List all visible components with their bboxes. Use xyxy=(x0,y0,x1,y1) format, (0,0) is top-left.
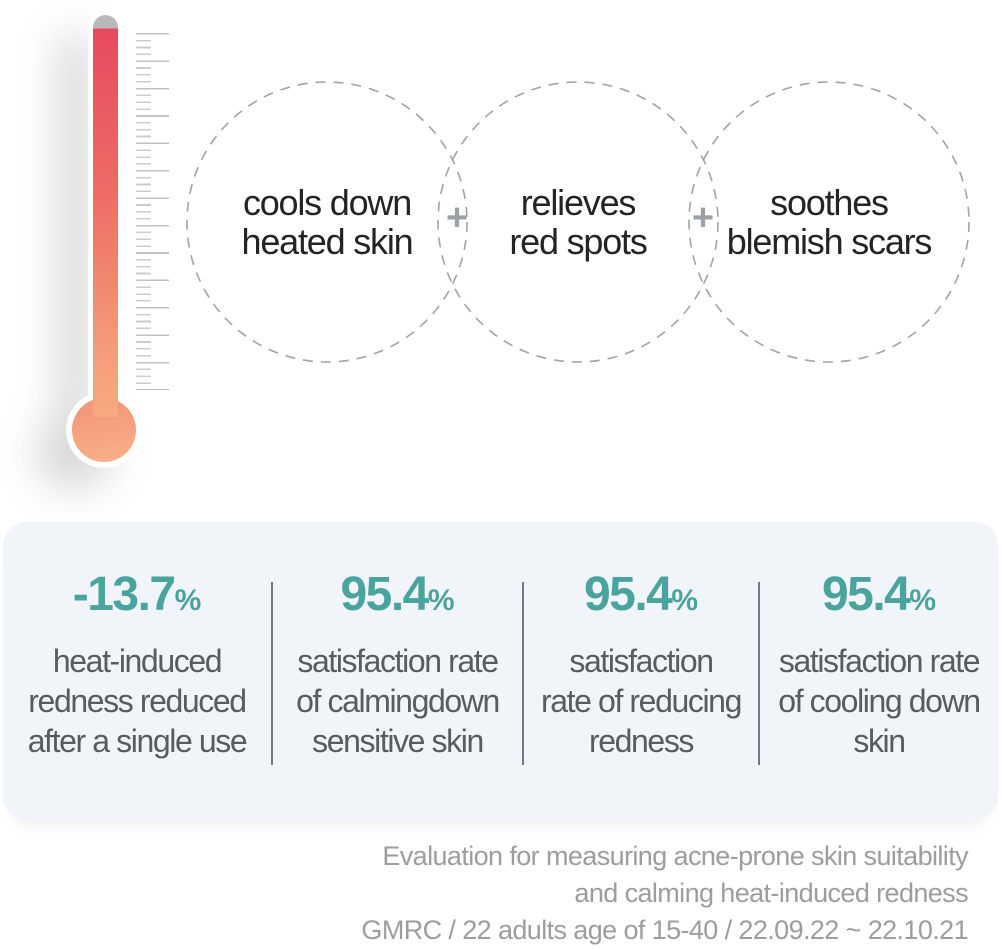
thermometer-scale-ruler xyxy=(136,33,169,390)
divider xyxy=(522,582,524,765)
stat-description: heat-induced redness reduced after a sin… xyxy=(3,641,271,761)
study-footnote: Evaluation for measuring acne-prone skin… xyxy=(361,838,968,949)
benefit-line: red spots xyxy=(509,221,647,262)
plus-separator-2: + xyxy=(691,196,715,239)
stat-desc-line: redness xyxy=(588,723,694,759)
benefit-line: relieves xyxy=(520,182,637,223)
stat-desc-line: skin xyxy=(853,723,906,759)
stat-column-cooling-satisfaction: 95.4% satisfaction rate of cooling down … xyxy=(760,522,998,761)
benefit-circle-cools-down: cools down heated skin xyxy=(177,183,477,261)
benefit-circle-2-outline xyxy=(437,81,719,363)
stat-desc-line: of cooling down xyxy=(778,683,981,719)
benefit-circle-1-outline xyxy=(186,81,468,363)
percent-sign: % xyxy=(174,584,202,617)
footnote-line: GMRC / 22 adults age of 15-40 / 22.09.22… xyxy=(361,915,968,945)
stat-value: 95.4% xyxy=(273,570,522,626)
divider xyxy=(758,582,760,765)
stat-number: 95.4 xyxy=(340,568,429,621)
footnote-line: Evaluation for measuring acne-prone skin… xyxy=(382,841,968,871)
stat-desc-line: rate of reducing xyxy=(541,683,742,719)
stat-desc-line: satisfaction rate xyxy=(297,643,499,679)
stat-column-redness-reduction: -13.7% heat-induced redness reduced afte… xyxy=(3,522,271,761)
stat-number: 95.4 xyxy=(583,568,673,621)
footnote-line: and calming heat-induced redness xyxy=(574,878,968,908)
stat-number: 95.4 xyxy=(821,568,911,621)
stat-desc-line: satisfaction xyxy=(569,643,714,679)
percent-sign: % xyxy=(671,584,699,617)
stat-number: -13.7 xyxy=(72,568,176,621)
stat-desc-line: satisfaction rate xyxy=(778,643,981,679)
stat-desc-line: sensitive skin xyxy=(312,723,484,759)
plus-separator-1: + xyxy=(445,196,469,239)
benefit-line: cools down xyxy=(242,182,412,223)
percent-sign: % xyxy=(909,584,937,617)
divider xyxy=(271,582,273,765)
thermometer-mercury xyxy=(93,15,118,417)
stat-description: satisfaction rate of calmingdown sensiti… xyxy=(273,641,522,761)
stat-desc-line: of calmingdown xyxy=(296,683,500,719)
percent-sign: % xyxy=(427,584,455,617)
stat-description: satisfaction rate of reducing redness xyxy=(524,641,758,761)
stat-column-calming-satisfaction: 95.4% satisfaction rate of calmingdown s… xyxy=(273,522,522,761)
stat-value: 95.4% xyxy=(760,570,998,626)
stat-value: 95.4% xyxy=(524,570,758,626)
stat-desc-line: heat-induced xyxy=(52,643,223,679)
benefit-line: heated skin xyxy=(241,221,414,262)
stat-desc-line: redness reduced xyxy=(28,683,247,719)
stat-description: satisfaction rate of cooling down skin xyxy=(760,641,998,761)
benefit-circle-relieves-red-spots: relieves red spots xyxy=(428,183,728,261)
benefit-circle-soothes-scars: soothes blemish scars xyxy=(679,183,979,261)
benefit-line: blemish scars xyxy=(726,221,933,262)
benefit-circle-3-outline xyxy=(688,81,970,363)
stat-desc-line: after a single use xyxy=(27,723,248,759)
clinical-stats-panel: -13.7% heat-induced redness reduced afte… xyxy=(3,522,998,820)
benefit-line: soothes xyxy=(770,182,889,223)
stat-column-redness-satisfaction: 95.4% satisfaction rate of reducing redn… xyxy=(524,522,758,761)
stat-value: -13.7% xyxy=(3,570,271,626)
